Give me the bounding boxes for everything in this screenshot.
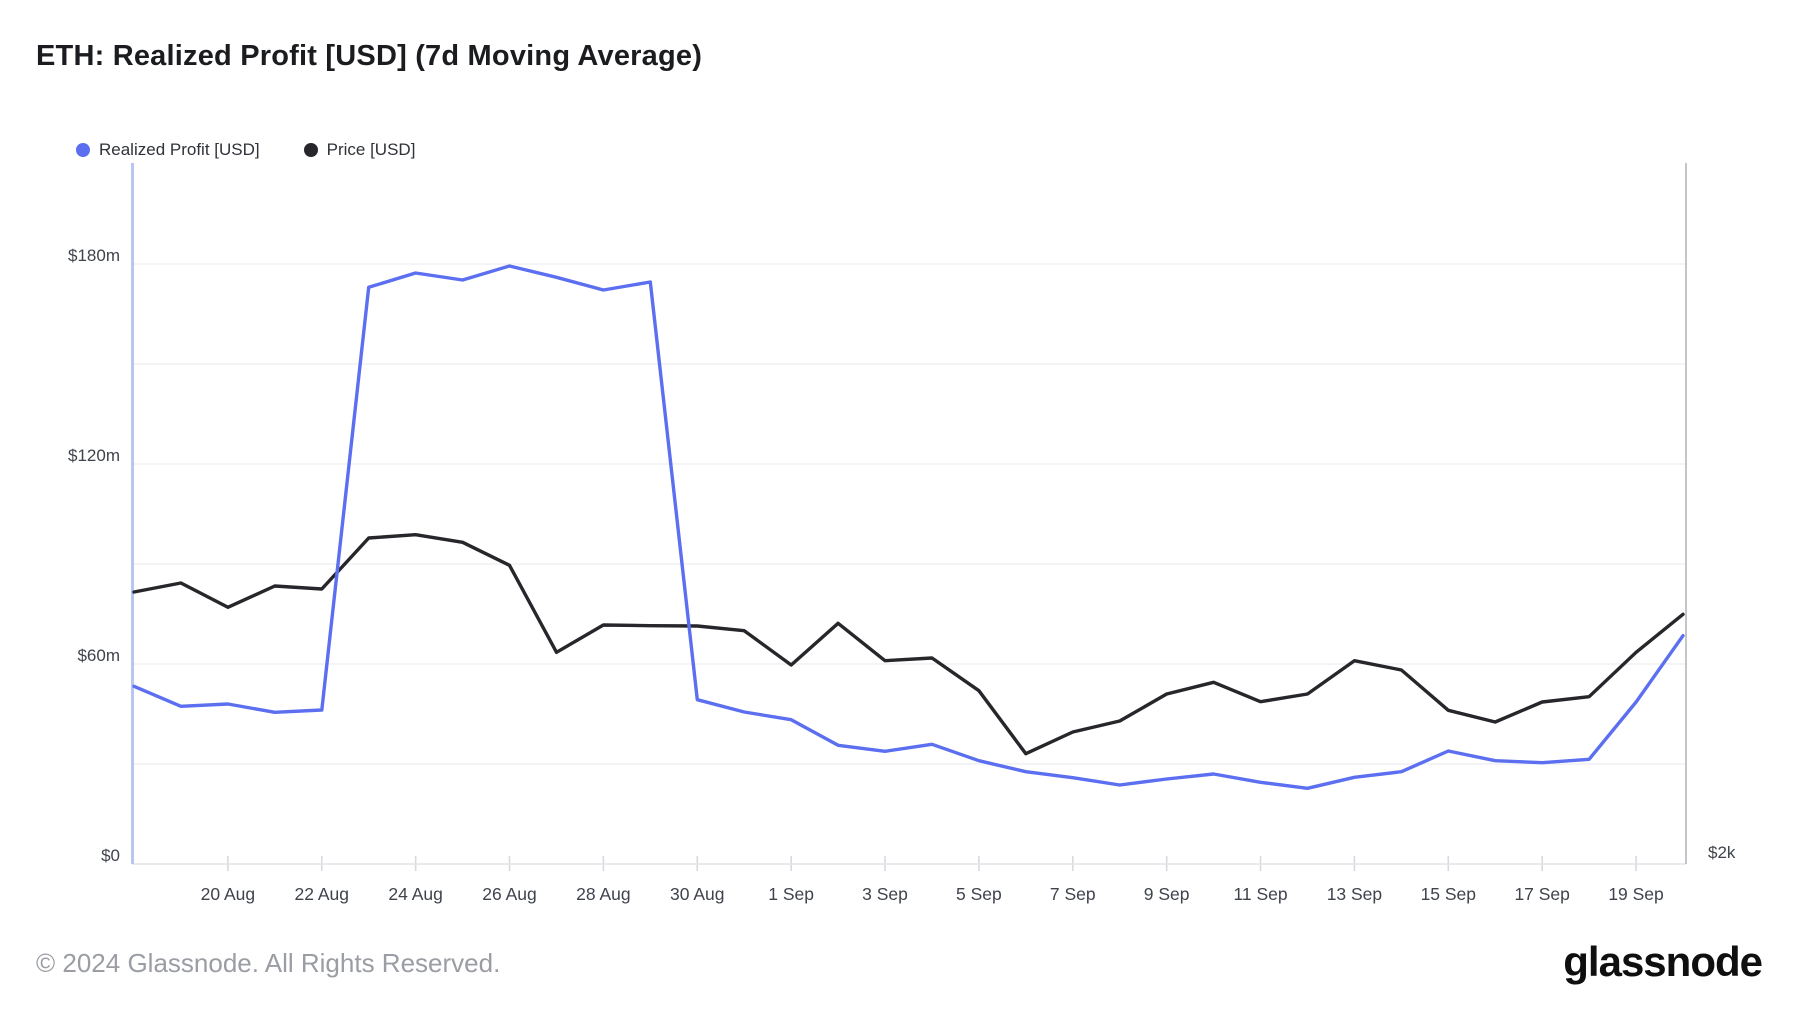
- legend-item-realized-profit[interactable]: Realized Profit [USD]: [76, 140, 260, 160]
- x-axis-label: 5 Sep: [956, 884, 1002, 904]
- right-axis-label: $2k: [1708, 843, 1736, 862]
- series-line-realized-profit-usd: [132, 264, 1685, 790]
- x-axis-label: 9 Sep: [1143, 884, 1190, 904]
- x-axis-label: 26 Aug: [482, 884, 537, 904]
- x-axis-label: 3 Sep: [862, 884, 908, 904]
- x-axis-label: 11 Sep: [1233, 884, 1288, 904]
- x-axis-label: 24 Aug: [388, 884, 443, 904]
- y-axis-label: $120m: [68, 446, 120, 465]
- glassnode-logo: glassnode: [1563, 938, 1763, 985]
- x-axis-label: 30 Aug: [670, 884, 725, 904]
- x-axis-label: 1 Sep: [768, 884, 815, 904]
- legend: Realized Profit [USD] Price [USD]: [76, 140, 415, 160]
- legend-label: Price [USD]: [326, 140, 416, 159]
- x-axis-label: 15 Sep: [1420, 884, 1477, 904]
- x-axis-label: 17 Sep: [1514, 884, 1570, 904]
- x-axis-label: 13 Sep: [1326, 884, 1383, 904]
- x-axis-label: 19 Sep: [1608, 884, 1664, 904]
- x-axis-label: 28 Aug: [576, 884, 631, 904]
- legend-dot-price-icon: [303, 143, 318, 157]
- legend-label: Realized Profit [USD]: [99, 140, 260, 159]
- y-axis-label: $60m: [77, 646, 120, 665]
- y-axis-label: $180m: [68, 246, 120, 265]
- copyright-text: © 2024 Glassnode. All Rights Reserved.: [36, 948, 501, 978]
- y-axis-label: $0: [101, 846, 120, 865]
- x-axis-label: 22 Aug: [294, 884, 350, 904]
- x-axis-label: 7 Sep: [1049, 884, 1096, 904]
- legend-dot-realized-profit-icon: [76, 143, 90, 157]
- x-axis-label: 20 Aug: [200, 884, 256, 904]
- page-title: ETH: Realized Profit [USD] (7d Moving Av…: [36, 40, 703, 72]
- legend-item-price[interactable]: Price [USD]: [303, 140, 416, 160]
- series-line-price-usd: [132, 533, 1685, 756]
